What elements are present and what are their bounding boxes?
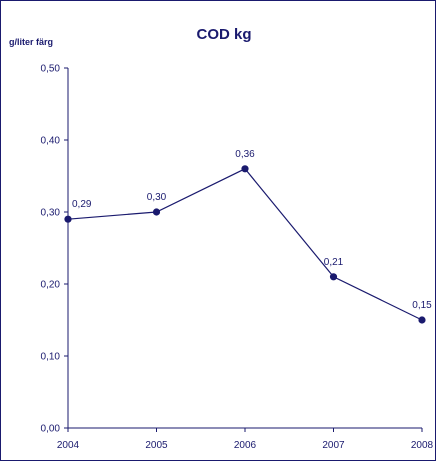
x-tick-label: 2006 — [234, 440, 257, 451]
x-tick-label: 2007 — [322, 440, 345, 451]
axes — [67, 68, 422, 429]
y-ticks: 0,00 0,10 0,20 0,30 0,40 0,50 — [41, 64, 68, 435]
y-tick-label: 0,50 — [41, 64, 61, 75]
data-label: 0,21 — [324, 257, 344, 268]
data-point — [64, 215, 72, 223]
y-tick-label: 0,30 — [41, 208, 61, 219]
data-point — [241, 165, 249, 173]
y-axis-label: g/liter färg — [9, 37, 53, 47]
x-ticks: 2004 2005 2006 2007 2008 — [57, 428, 434, 451]
y-tick-label: 0,20 — [41, 280, 61, 291]
series-line — [64, 165, 426, 324]
series-polyline — [67, 168, 423, 321]
data-point — [152, 208, 161, 216]
data-label: 0,29 — [72, 199, 92, 210]
x-tick-label: 2008 — [411, 440, 434, 451]
chart-title: COD kg — [196, 26, 251, 43]
data-labels: 0,29 0,30 0,36 0,21 0,15 — [72, 149, 432, 311]
y-tick-label: 0,10 — [41, 352, 61, 363]
y-tick-label: 0,00 — [41, 424, 61, 435]
data-point — [418, 316, 426, 324]
y-tick-label: 0,40 — [41, 136, 61, 147]
data-label: 0,30 — [147, 192, 167, 203]
data-label: 0,15 — [412, 300, 432, 311]
data-label: 0,36 — [235, 149, 255, 160]
x-tick-label: 2005 — [145, 440, 168, 451]
x-tick-label: 2004 — [57, 440, 80, 451]
data-point — [329, 273, 338, 281]
